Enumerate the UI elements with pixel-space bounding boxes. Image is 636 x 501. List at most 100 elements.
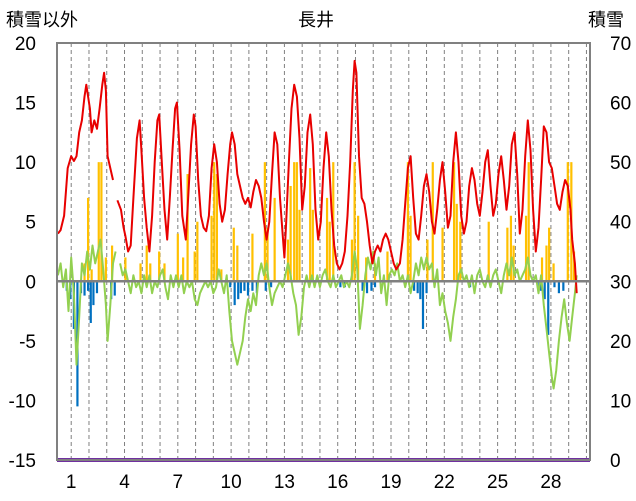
bar-s2-58 — [540, 257, 544, 282]
bar-s2-49 — [452, 162, 456, 282]
x-tick: 22 — [434, 472, 455, 493]
bar-s2-52 — [487, 221, 490, 282]
bar-s2-57 — [527, 162, 530, 282]
bar-s2-10 — [149, 263, 152, 282]
bar-s3-11 — [113, 281, 116, 296]
bar-s3-15 — [239, 281, 242, 294]
bar-s2-28 — [286, 239, 290, 282]
bar-s2-12 — [163, 263, 166, 282]
bar-s2-15 — [186, 174, 189, 282]
y-right-tick: 60 — [610, 94, 631, 115]
x-tick: 16 — [327, 472, 348, 493]
y-left-tick: -5 — [19, 332, 36, 353]
bar-s2-48 — [441, 227, 444, 282]
y-right-tick: 10 — [610, 391, 631, 412]
bar-s3-31 — [421, 281, 425, 329]
bar-s2-27 — [273, 197, 276, 282]
y-left-ticks: 20 15 10 5 0 -5 -10 -15 — [9, 34, 36, 472]
bar-s3-7 — [89, 281, 92, 323]
bar-s2-36 — [328, 221, 331, 282]
bar-s2-34 — [311, 209, 314, 282]
bar-s2-11 — [158, 251, 161, 282]
chart-title: 長井 — [298, 10, 334, 31]
bar-s2-26 — [266, 227, 269, 282]
bar-s2-50 — [455, 203, 458, 282]
y-right-tick: 30 — [610, 272, 631, 293]
x-tick: 10 — [221, 472, 242, 493]
bar-s2-45 — [409, 215, 412, 282]
bar-s2-54 — [509, 215, 513, 282]
bar-s3-12 — [229, 281, 232, 288]
bar-s2-62 — [566, 162, 569, 282]
bar-s2-8 — [139, 263, 142, 282]
bar-s2-29 — [289, 185, 292, 282]
bar-s2-22 — [232, 227, 235, 282]
x-tick: 1 — [66, 472, 77, 493]
bar-s3-8 — [92, 281, 95, 306]
bar-s2-61 — [552, 263, 555, 282]
bar-s2-38 — [350, 239, 354, 282]
bar-s3-17 — [246, 281, 250, 296]
plot-frame — [56, 42, 591, 461]
y-right-tick: 70 — [610, 34, 631, 55]
bar-s3-9 — [95, 281, 99, 294]
bar-s3-20 — [264, 281, 267, 291]
bar-s2-31 — [295, 162, 298, 282]
y-right-tick: 40 — [610, 213, 631, 234]
bar-s2-30 — [293, 162, 296, 282]
y-right-tick: 50 — [610, 153, 631, 174]
y-left-tick: 20 — [15, 34, 36, 55]
bar-s2-1 — [86, 197, 90, 282]
bar-s3-6 — [86, 281, 90, 291]
bar-s2-19 — [213, 162, 216, 282]
bar-s3-27 — [373, 281, 377, 288]
bar-s3-5 — [83, 281, 86, 296]
x-tick: 25 — [487, 472, 508, 493]
bar-s3-36 — [543, 281, 546, 300]
bar-s2-44 — [406, 162, 409, 282]
bar-s3-29 — [416, 281, 419, 294]
bar-s2-16 — [193, 251, 196, 282]
bar-s2-53 — [506, 227, 509, 282]
bar-s2-3 — [97, 162, 100, 282]
bar-s2-39 — [353, 162, 356, 282]
bar-s2-18 — [210, 215, 213, 282]
bar-s2-5 — [104, 257, 107, 282]
bar-s3-25 — [365, 281, 369, 294]
x-tick: 7 — [173, 472, 184, 493]
bar-s2-32 — [298, 209, 301, 282]
bar-s2-4 — [100, 162, 103, 282]
bar-s2-20 — [215, 174, 218, 282]
bar-s2-14 — [182, 257, 185, 282]
bar-s3-18 — [251, 281, 254, 291]
y-left-tick: 0 — [25, 272, 36, 293]
bar-s2-13 — [176, 233, 179, 282]
bar-s3-22 — [339, 281, 342, 288]
y-left-tick: 5 — [25, 213, 36, 234]
bar-s3-13 — [233, 281, 236, 306]
bar-s2-2 — [90, 269, 93, 282]
bar-s2-60 — [548, 227, 551, 282]
bar-s3-14 — [237, 281, 240, 300]
bar-s3-21 — [269, 281, 273, 288]
x-ticks: 1 4 7 10 13 16 19 22 25 28 — [66, 472, 562, 493]
bar-s3-28 — [413, 281, 416, 291]
y-left-tick: 10 — [15, 153, 36, 174]
y-right-tick: 0 — [610, 451, 621, 472]
y-left-tick: 15 — [15, 94, 36, 115]
bar-s2-40 — [357, 215, 360, 282]
x-tick: 4 — [119, 472, 130, 493]
y-left-tick: -15 — [9, 451, 36, 472]
bar-s2-56 — [524, 215, 528, 282]
bar-s2-17 — [196, 221, 199, 282]
bar-s2-24 — [251, 233, 254, 282]
line-series-1 — [56, 238, 578, 390]
bar-s2-64 — [572, 251, 576, 282]
bar-s2-35 — [325, 197, 329, 282]
bar-s2-33 — [309, 168, 312, 282]
bar-s3-26 — [370, 281, 373, 291]
y-right-label: 積雪 — [588, 10, 624, 31]
x-tick: 19 — [380, 472, 401, 493]
bar-s3-40 — [562, 281, 565, 291]
